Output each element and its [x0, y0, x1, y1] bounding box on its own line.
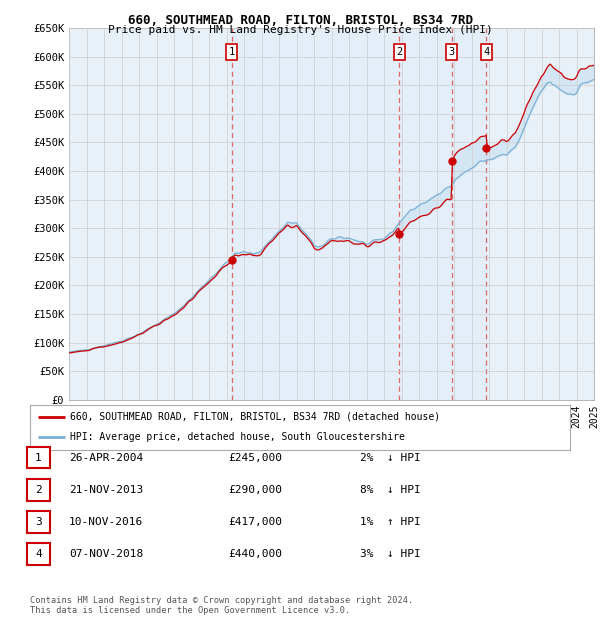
Text: 2%  ↓ HPI: 2% ↓ HPI: [360, 453, 421, 463]
Text: 1: 1: [229, 47, 235, 57]
Text: Price paid vs. HM Land Registry's House Price Index (HPI): Price paid vs. HM Land Registry's House …: [107, 25, 493, 35]
Text: Contains HM Land Registry data © Crown copyright and database right 2024.
This d: Contains HM Land Registry data © Crown c…: [30, 596, 413, 615]
Text: 1%  ↑ HPI: 1% ↑ HPI: [360, 517, 421, 527]
Text: 4: 4: [483, 47, 490, 57]
Text: 660, SOUTHMEAD ROAD, FILTON, BRISTOL, BS34 7RD: 660, SOUTHMEAD ROAD, FILTON, BRISTOL, BS…: [128, 14, 473, 27]
Text: £440,000: £440,000: [228, 549, 282, 559]
Text: 3%  ↓ HPI: 3% ↓ HPI: [360, 549, 421, 559]
Text: 21-NOV-2013: 21-NOV-2013: [69, 485, 143, 495]
Text: 07-NOV-2018: 07-NOV-2018: [69, 549, 143, 559]
Text: £417,000: £417,000: [228, 517, 282, 527]
Text: 660, SOUTHMEAD ROAD, FILTON, BRISTOL, BS34 7RD (detached house): 660, SOUTHMEAD ROAD, FILTON, BRISTOL, BS…: [71, 412, 440, 422]
Text: 3: 3: [35, 517, 42, 527]
Text: 10-NOV-2016: 10-NOV-2016: [69, 517, 143, 527]
Bar: [232, 28, 487, 400]
Text: 1: 1: [35, 453, 42, 463]
Text: HPI: Average price, detached house, South Gloucestershire: HPI: Average price, detached house, Sout…: [71, 432, 406, 443]
Text: 8%  ↓ HPI: 8% ↓ HPI: [360, 485, 421, 495]
Text: £290,000: £290,000: [228, 485, 282, 495]
Text: 2: 2: [35, 485, 42, 495]
Text: 4: 4: [35, 549, 42, 559]
Text: 26-APR-2004: 26-APR-2004: [69, 453, 143, 463]
Text: £245,000: £245,000: [228, 453, 282, 463]
Text: 2: 2: [396, 47, 403, 57]
Text: 3: 3: [448, 47, 455, 57]
